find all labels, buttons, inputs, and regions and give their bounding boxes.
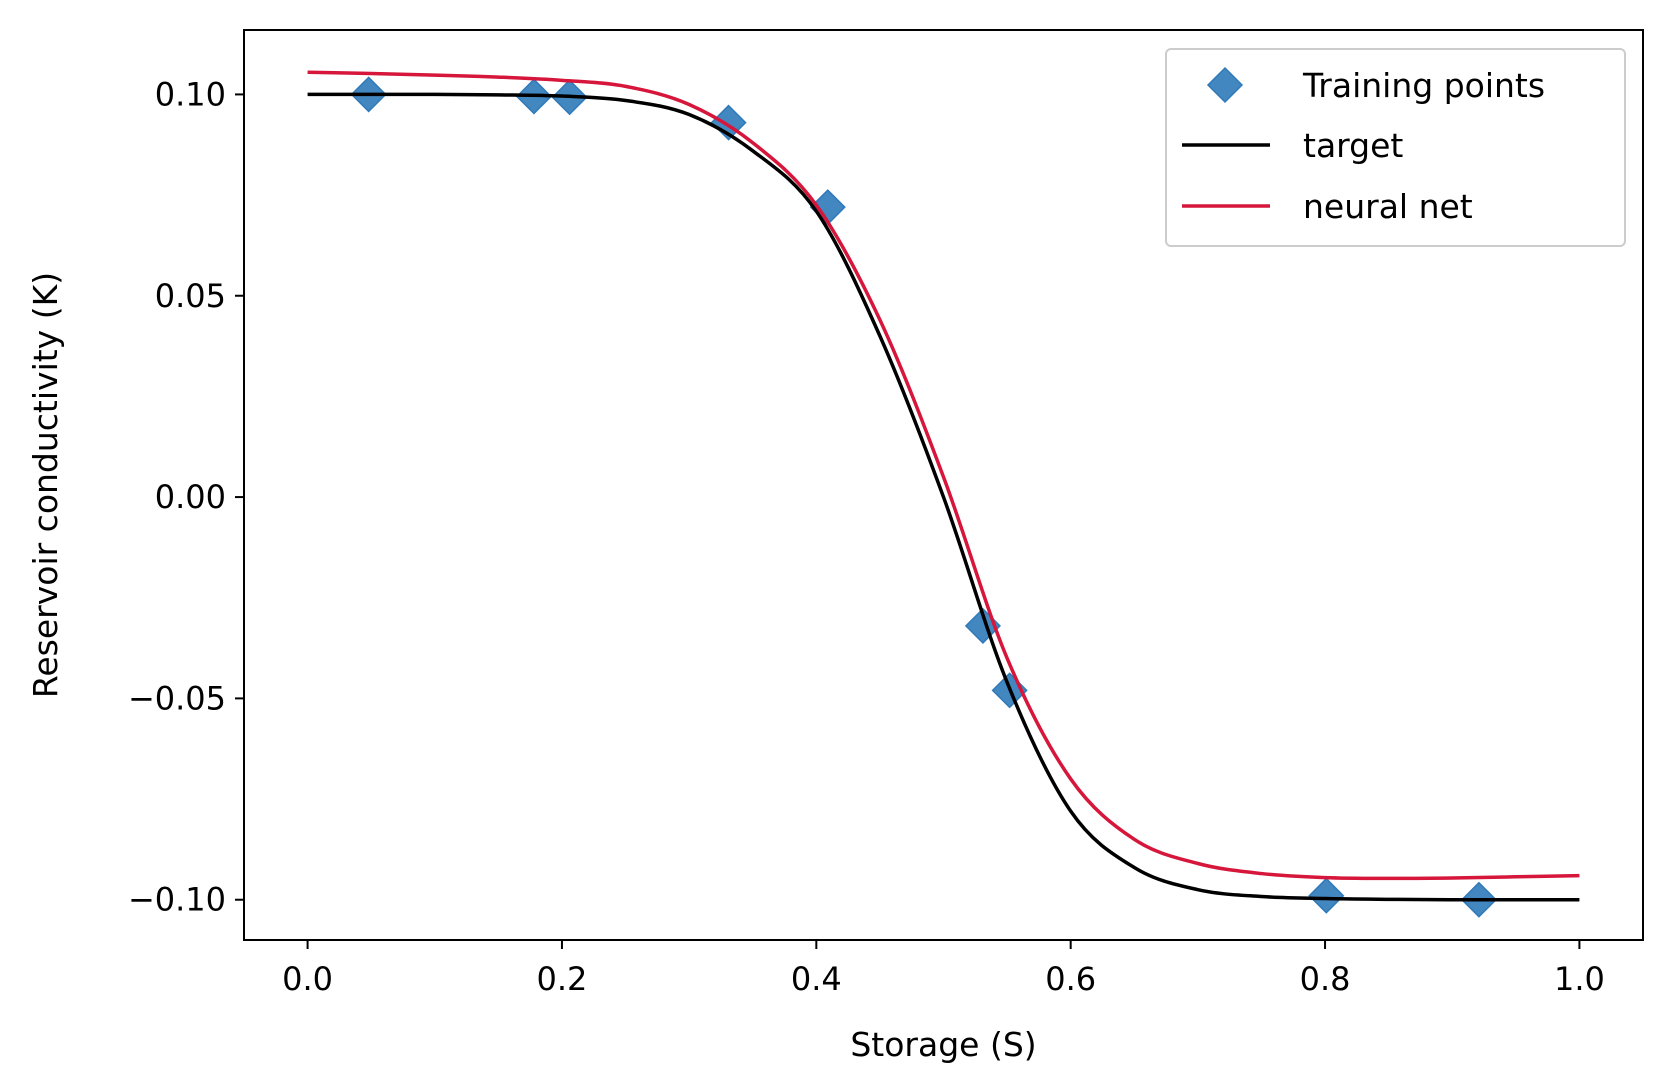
legend: Training points target neural net xyxy=(1165,48,1626,247)
x-tick-label: 0.4 xyxy=(791,960,842,998)
x-tick-label: 0.0 xyxy=(282,960,333,998)
legend-box xyxy=(1165,48,1626,247)
y-tick-label: −0.05 xyxy=(128,679,226,717)
y-tick-label: 0.05 xyxy=(155,277,226,315)
x-axis-label: Storage (S) xyxy=(850,1025,1036,1064)
x-tick-label: 0.2 xyxy=(537,960,588,998)
training-point xyxy=(1308,877,1345,914)
legend-label: neural net xyxy=(1303,187,1473,226)
legend-label: Training points xyxy=(1302,66,1545,105)
x-tick-label: 1.0 xyxy=(1554,960,1605,998)
series-layer xyxy=(307,70,1580,918)
plot-frame xyxy=(243,29,1644,941)
y-tick-label: −0.10 xyxy=(128,881,226,919)
legend-label: target xyxy=(1303,126,1403,165)
y-tick-label: 0.00 xyxy=(155,478,226,516)
series-line-target xyxy=(307,92,1580,902)
y-tick-label: 0.10 xyxy=(155,75,226,113)
x-tick-label: 0.6 xyxy=(1045,960,1096,998)
legend-marker-training-points xyxy=(1206,66,1244,104)
y-axis-label: Reservoir conductivity (K) xyxy=(26,272,65,698)
x-tick-label: 0.8 xyxy=(1300,960,1351,998)
axis-ticks: 0.0 0.2 0.4 0.6 0.8 1.0 0.10 0.05 0.00 −0.05 −0.10 xyxy=(128,75,1605,998)
series-line-neural-net xyxy=(307,70,1580,881)
